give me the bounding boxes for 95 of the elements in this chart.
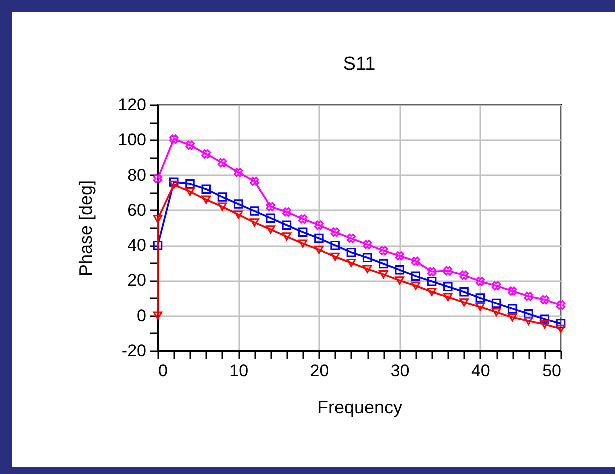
point [346,259,356,268]
x-tick-label: 10 [230,362,249,380]
point [444,293,453,302]
point [169,180,179,190]
point [476,277,485,286]
point [234,168,244,178]
point [556,300,566,310]
point [362,265,372,274]
point [492,298,502,308]
point [395,276,404,285]
point [169,178,179,187]
point [314,234,324,244]
point [218,192,228,202]
point [492,281,502,291]
point [395,266,404,275]
y-tick-label: 40 [128,236,146,256]
chart-title: S11 [343,54,376,75]
y-tick-label: 20 [128,271,146,290]
point [508,304,518,314]
point [218,202,228,212]
point [524,317,534,326]
point [282,208,292,217]
point [460,270,469,280]
point [524,292,534,302]
y-tick-label: 100 [118,130,146,150]
x-tick-label: 20 [310,362,330,380]
point [314,220,324,230]
point [202,150,211,159]
point [379,259,388,269]
point [508,286,518,296]
x-tick-label: 40 [471,362,490,380]
point [298,228,308,238]
point [266,202,276,212]
point [427,267,437,277]
point [266,214,276,223]
point [330,228,340,237]
point [411,272,421,281]
point [460,288,469,297]
point [556,319,566,328]
point [153,312,163,320]
point [186,188,195,196]
point [250,206,260,216]
point [476,294,486,303]
point [153,215,163,224]
point [346,234,356,244]
point [411,256,421,266]
point [250,176,260,186]
point [540,295,550,305]
point [492,308,502,316]
point [266,226,276,234]
point [282,232,292,241]
point [218,158,228,168]
point [444,266,453,276]
x-tick-label: 30 [390,362,410,380]
point [202,184,211,194]
x-tick-label: 50 [542,362,562,380]
point [282,220,292,230]
y-tick-label: 0 [137,306,146,326]
point [540,314,550,324]
point [234,200,244,209]
x-tick-label: 0 [158,362,168,380]
point [427,288,437,296]
point [170,134,179,144]
point [362,240,372,250]
point [540,320,550,329]
point [330,240,340,250]
point [186,179,195,189]
point [379,270,388,279]
point [153,240,163,250]
point [395,252,404,261]
point [460,298,469,307]
point [298,240,308,248]
point [153,174,163,184]
point [186,140,195,150]
point [411,282,421,290]
y-tick-label: 120 [118,96,146,114]
point [508,314,518,322]
y-tick-label: 80 [128,166,146,185]
point [346,248,356,258]
y-tick-label: 60 [128,200,146,220]
point [330,252,340,262]
point [444,282,453,292]
y-tick-label: -20 [122,342,146,360]
point [379,246,388,256]
point [427,276,437,286]
y-axis-title: Phase [deg] [76,180,96,277]
point [556,324,566,334]
point [314,246,324,254]
x-axis-title: Frequency [317,398,403,418]
point [298,214,308,224]
point [250,218,260,227]
point [234,210,244,219]
point [202,196,211,204]
point [476,302,486,312]
point [362,253,372,262]
